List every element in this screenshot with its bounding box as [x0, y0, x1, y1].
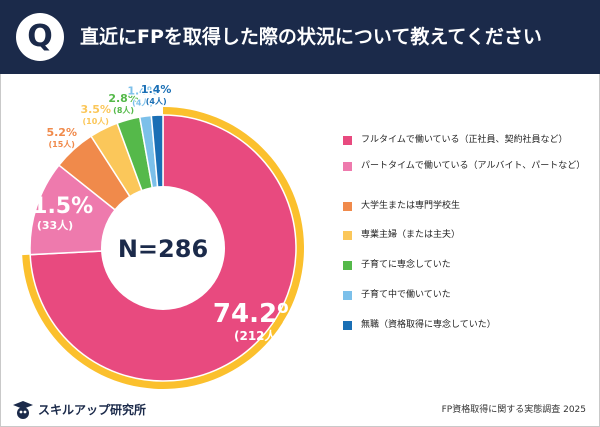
- slice-count-label-1: (212人): [234, 328, 282, 343]
- brand-name: スキルアップ研究所: [38, 403, 147, 417]
- slice-percent-label-4: 3.5%: [80, 103, 111, 116]
- slice-percent-label-1: 74.2%: [213, 299, 303, 329]
- slice-percent-label-5: 2.8%: [108, 92, 139, 105]
- legend-item-5: 子育てに専念していた: [343, 258, 593, 272]
- slice-count-label-3: (15人): [48, 139, 74, 149]
- legend-swatch-7: [343, 321, 352, 330]
- legend-item-3: 大学生または専門学校生: [343, 199, 593, 213]
- legend-item-1: フルタイムで働いている（正社員、契約社員など）: [343, 133, 593, 147]
- legend-label-1: フルタイムで働いている（正社員、契約社員など）: [361, 135, 568, 145]
- legend-item-6: 子育て中で働いていた: [343, 288, 593, 302]
- source-note: FP資格取得に関する実態調査 2025: [441, 405, 586, 415]
- legend-swatch-5: [343, 261, 352, 270]
- legend-swatch-2: [343, 162, 352, 171]
- page-title: 直近にFPを取得した際の状況について教えてください: [80, 26, 542, 48]
- slice-count-label-4: (10人): [82, 116, 108, 126]
- legend-label-2: パートタイムで働いている（アルバイト、パートなど）: [361, 161, 586, 171]
- legend-item-2: パートタイムで働いている（アルバイト、パートなど）: [343, 159, 593, 173]
- slice-count-label-5: (8人): [113, 105, 134, 115]
- donut-chart: 74.2%(212人) 11.5%(33人) 5.2%(15人) 3.5%(10人) 2…: [17, 82, 305, 389]
- question-badge: Q: [16, 13, 64, 61]
- slice-count-label-6: (4人): [132, 97, 153, 107]
- slice-percent-label-2: 11.5%: [17, 194, 93, 219]
- header-bar: Q 直近にFPを取得した際の状況について教えてください: [0, 0, 600, 74]
- legend-item-4: 専業主婦（または主夫）: [343, 228, 593, 242]
- question-badge-letter: Q: [27, 19, 53, 54]
- donut-hole: [101, 186, 225, 310]
- slice-percent-label-6: 1.4%: [127, 84, 158, 97]
- legend-label-6: 子育て中で働いていた: [361, 290, 451, 300]
- brand-logo-icon: [13, 401, 33, 419]
- legend-label-7: 無職（資格取得に専念していた）: [361, 320, 496, 330]
- label-layer: 74.2%(212人) 11.5%(33人) 5.2%(15人) 3.5%(10人) 2…: [17, 82, 303, 343]
- legend-item-7: 無職（資格取得に専念していた）: [343, 318, 593, 332]
- slice-count-label-2: (33人): [37, 218, 73, 232]
- legend-label-3: 大学生または専門学校生: [361, 201, 461, 211]
- legend-swatch-6: [343, 291, 352, 300]
- slice-percent-label-7: 1.4%: [141, 83, 172, 96]
- center-label: N=286: [118, 235, 208, 263]
- legend-label-4: 専業主婦（または主夫）: [361, 230, 461, 240]
- slice-percent-label-3: 5.2%: [46, 126, 77, 139]
- legend-swatch-4: [343, 231, 352, 240]
- legend-swatch-3: [343, 202, 352, 211]
- slice-count-label-7: (4人): [146, 96, 167, 106]
- legend-swatch-1: [343, 136, 352, 145]
- legend-label-5: 子育てに専念していた: [361, 260, 451, 270]
